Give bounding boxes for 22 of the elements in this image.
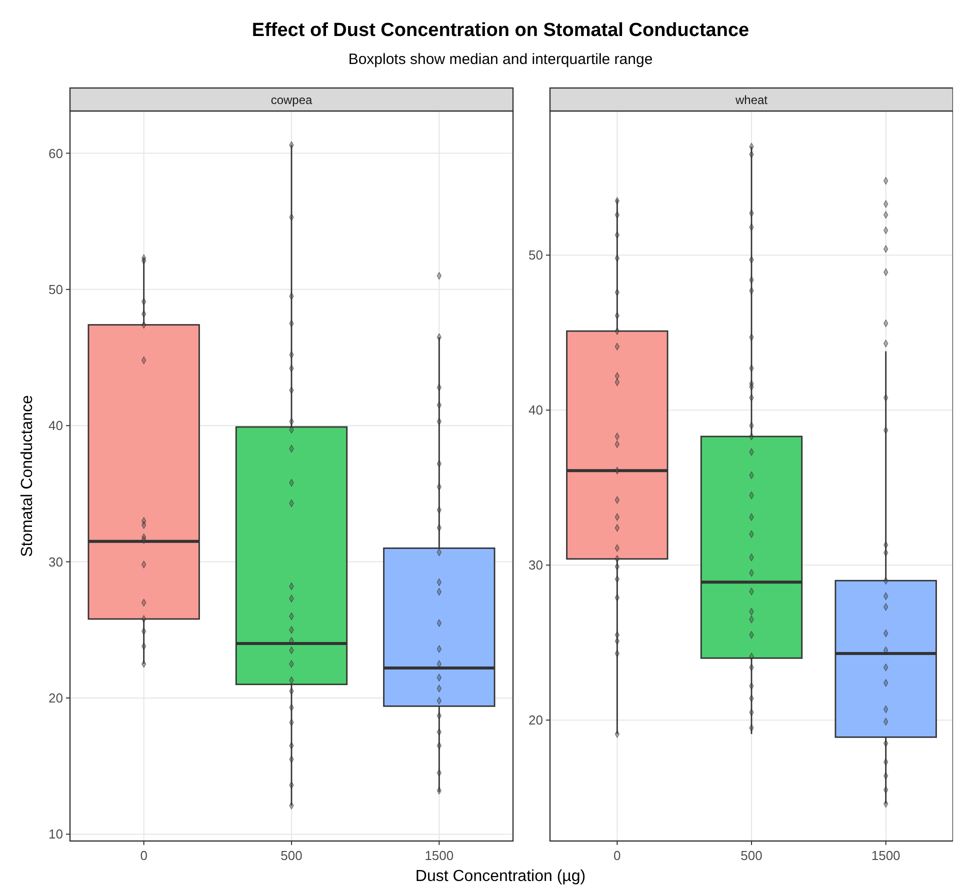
x-tick-label: 1500 — [871, 848, 900, 863]
chart-subtitle: Boxplots show median and interquartile range — [348, 51, 653, 68]
y-tick-label: 30 — [48, 554, 63, 570]
x-tick-label: 1500 — [424, 848, 454, 863]
chart-title: Effect of Dust Concentration on Stomatal Conductance — [252, 20, 750, 41]
y-tick-label: 20 — [48, 690, 63, 706]
y-tick-label: 50 — [528, 248, 543, 263]
y-axis-title: Stomatal Conductance — [19, 394, 36, 557]
text: wheat — [734, 93, 768, 107]
y-tick-label: 40 — [48, 418, 63, 434]
x-tick-label: 0 — [614, 848, 621, 863]
y-tick-label: 60 — [48, 146, 63, 161]
y-tick-label: 30 — [528, 558, 543, 573]
x-tick-label: 500 — [740, 848, 762, 863]
y-tick-label: 20 — [528, 712, 543, 728]
x-tick-label: 0 — [140, 848, 148, 863]
x-tick-label: 500 — [280, 848, 302, 863]
x-axis-title: Dust Concentration (µg) — [415, 868, 586, 885]
y-tick-label: 10 — [48, 826, 63, 842]
y-tick-label: 40 — [528, 402, 543, 418]
y-tick-label: 50 — [48, 282, 63, 297]
text: cowpea — [270, 93, 312, 107]
